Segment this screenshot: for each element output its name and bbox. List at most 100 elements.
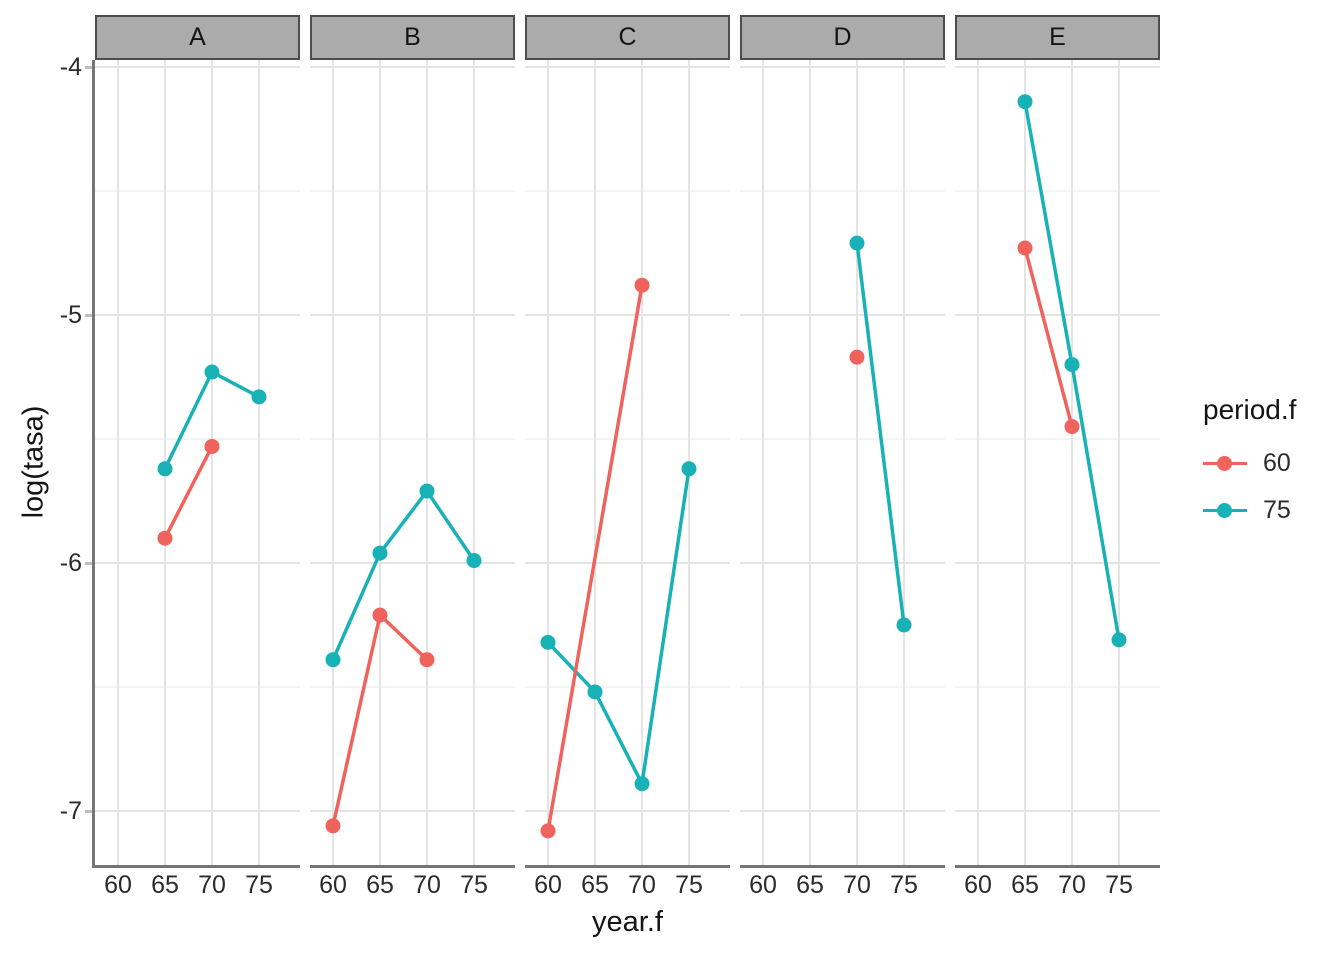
legend-entry-75: 75 bbox=[1203, 493, 1296, 527]
facet-label: E bbox=[1049, 23, 1066, 51]
x-tick-label: 70 bbox=[413, 871, 441, 899]
facet-label: A bbox=[189, 23, 206, 51]
x-tick-label: 60 bbox=[104, 871, 132, 899]
y-tick-mark bbox=[85, 562, 93, 565]
data-point-75 bbox=[466, 553, 482, 569]
facet-panel-A bbox=[95, 60, 300, 865]
facet-strip: C bbox=[525, 15, 730, 60]
data-point-75 bbox=[372, 545, 388, 561]
x-tick-label: 65 bbox=[366, 871, 394, 899]
data-point-60 bbox=[372, 607, 388, 623]
data-point-75 bbox=[540, 634, 556, 650]
y-tick-label: -5 bbox=[59, 301, 82, 329]
y-tick-label: -4 bbox=[59, 53, 82, 81]
data-point-75 bbox=[849, 235, 865, 251]
facet-strip: D bbox=[740, 15, 945, 60]
data-point-60 bbox=[540, 823, 556, 839]
data-point-60 bbox=[157, 530, 173, 546]
facet-strip: B bbox=[310, 15, 515, 60]
y-axis-line bbox=[92, 60, 95, 868]
x-axis-line bbox=[955, 865, 1160, 868]
data-point-75 bbox=[587, 684, 603, 700]
legend-entries: 60 75 bbox=[1203, 446, 1296, 527]
data-point-60 bbox=[849, 349, 865, 365]
x-axis-title: year.f bbox=[592, 906, 663, 938]
series-line-75 bbox=[546, 468, 691, 786]
data-point-60 bbox=[1017, 240, 1033, 256]
data-point-75 bbox=[251, 389, 267, 405]
x-tick-label: 75 bbox=[245, 871, 273, 899]
facet-plot bbox=[955, 60, 1160, 865]
data-point-60 bbox=[634, 277, 650, 293]
data-point-75 bbox=[419, 483, 435, 499]
data-point-75 bbox=[204, 364, 220, 380]
data-point-75 bbox=[1111, 632, 1127, 648]
y-tick-label: -7 bbox=[59, 797, 82, 825]
y-axis-title: log(tasa) bbox=[17, 405, 50, 519]
x-axis-line bbox=[95, 865, 300, 868]
x-tick-label: 75 bbox=[890, 871, 918, 899]
data-point-75 bbox=[681, 461, 697, 477]
data-point-60 bbox=[1064, 419, 1080, 435]
x-tick-label: 65 bbox=[1011, 871, 1039, 899]
series-line-75 bbox=[855, 242, 906, 626]
facet-plot bbox=[525, 60, 730, 865]
series-line-60 bbox=[546, 284, 644, 832]
legend-key bbox=[1203, 448, 1247, 478]
facet-panel-D bbox=[740, 60, 945, 865]
x-tick-label: 65 bbox=[581, 871, 609, 899]
series-line-60 bbox=[1023, 247, 1074, 428]
x-tick-label: 65 bbox=[796, 871, 824, 899]
facet-label: B bbox=[404, 23, 421, 51]
x-tick-label: 60 bbox=[534, 871, 562, 899]
facet-panel-C bbox=[525, 60, 730, 865]
legend-label: 60 bbox=[1263, 448, 1291, 477]
series-line-60 bbox=[163, 445, 214, 539]
legend: period.f 60 75 bbox=[1203, 394, 1296, 540]
data-point-75 bbox=[634, 776, 650, 792]
data-point-60 bbox=[325, 818, 341, 834]
legend-key-dot bbox=[1217, 502, 1232, 518]
y-tick-mark bbox=[85, 314, 93, 317]
data-point-75 bbox=[157, 461, 173, 477]
facet-label: C bbox=[618, 23, 637, 51]
data-point-75 bbox=[1064, 357, 1080, 373]
facet-strip: E bbox=[955, 15, 1160, 60]
legend-entry-60: 60 bbox=[1203, 446, 1296, 480]
facet-panel-E bbox=[955, 60, 1160, 865]
facet-label: D bbox=[833, 23, 852, 51]
x-tick-label: 70 bbox=[843, 871, 871, 899]
legend-label: 75 bbox=[1263, 495, 1291, 524]
x-tick-label: 70 bbox=[628, 871, 656, 899]
data-point-60 bbox=[204, 438, 220, 454]
series-line-75 bbox=[331, 489, 476, 661]
facet-strip: A bbox=[95, 15, 300, 60]
x-tick-label: 75 bbox=[675, 871, 703, 899]
data-point-75 bbox=[1017, 94, 1033, 110]
facet-plot bbox=[310, 60, 515, 865]
x-tick-label: 65 bbox=[151, 871, 179, 899]
x-tick-label: 75 bbox=[1105, 871, 1133, 899]
y-tick-mark bbox=[85, 66, 93, 69]
x-axis-line bbox=[740, 865, 945, 868]
legend-key bbox=[1203, 495, 1247, 525]
y-tick-mark bbox=[85, 810, 93, 813]
x-tick-label: 60 bbox=[964, 871, 992, 899]
x-axis-line bbox=[525, 865, 730, 868]
x-tick-label: 75 bbox=[460, 871, 488, 899]
x-tick-label: 60 bbox=[749, 871, 777, 899]
facet-plot bbox=[740, 60, 945, 865]
y-tick-label: -6 bbox=[59, 549, 82, 577]
x-tick-label: 70 bbox=[198, 871, 226, 899]
x-tick-label: 70 bbox=[1058, 871, 1086, 899]
legend-title: period.f bbox=[1203, 394, 1297, 425]
legend-key-dot bbox=[1217, 455, 1232, 471]
data-point-75 bbox=[896, 617, 912, 633]
facet-panel-B bbox=[310, 60, 515, 865]
x-axis-line bbox=[310, 865, 515, 868]
x-tick-label: 60 bbox=[319, 871, 347, 899]
data-point-60 bbox=[419, 652, 435, 668]
data-point-75 bbox=[325, 652, 341, 668]
facet-plot bbox=[95, 60, 300, 865]
